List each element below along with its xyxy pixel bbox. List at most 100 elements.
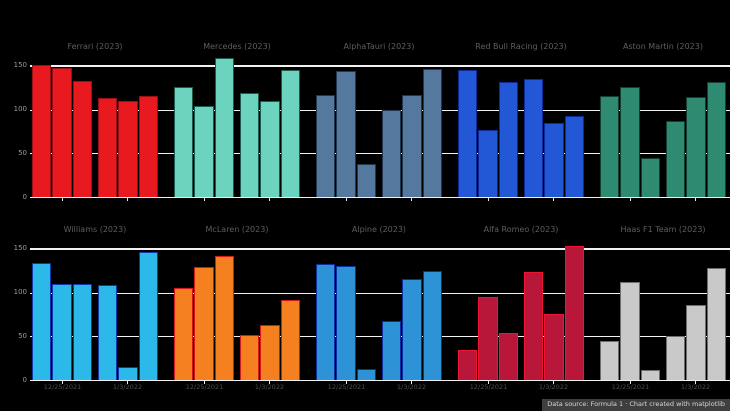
bar (524, 271, 544, 380)
bar-group-container (314, 240, 444, 380)
bar-group (174, 57, 234, 197)
subplot-row-top: 150 100 50 0 Ferrari (2023) Mercedes (2023) Al… (14, 42, 730, 201)
bar-group-container (598, 57, 728, 197)
gridline (30, 109, 730, 111)
gridline (30, 292, 730, 294)
subplot-mercedes-2023: Mercedes (2023) (172, 42, 302, 201)
subplot-title: Alpine (2023) (351, 225, 407, 234)
x-tick-label: 12/25/2021 (611, 383, 650, 391)
subplot-title: Williams (2023) (63, 225, 127, 234)
x-tick-label: 1/3/2022 (680, 383, 711, 391)
bar (240, 92, 260, 197)
bar (422, 69, 442, 197)
bar-group-container (456, 240, 586, 380)
subplot-title: Alfa Romeo (2023) (483, 225, 559, 234)
bar-group (524, 240, 584, 380)
x-tick-mark (204, 198, 205, 201)
bar (498, 332, 518, 380)
bar-group (666, 57, 726, 197)
y-tick-label: 150 (13, 244, 27, 253)
bar-group-container (30, 57, 160, 197)
bar (620, 282, 640, 380)
bar (72, 283, 92, 380)
x-tick-mark (346, 198, 347, 201)
bar (544, 122, 564, 197)
bar-group (382, 57, 442, 197)
bar-group-container (456, 57, 586, 197)
x-axis-baseline (30, 380, 730, 381)
bar-group-container (172, 57, 302, 197)
bar (214, 57, 234, 197)
x-tick-label: 1/3/2022 (254, 383, 285, 391)
y-tick-label: 100 (13, 105, 27, 113)
subplot-red-bull-racing-2023: Red Bull Racing (2023) (456, 42, 586, 201)
bar-group-container (314, 57, 444, 197)
bar (640, 157, 660, 197)
bar (458, 70, 478, 197)
bar (706, 268, 726, 380)
bar (402, 94, 422, 197)
x-tick-mark (695, 198, 696, 201)
x-tick-mark (204, 381, 205, 384)
x-tick-mark (695, 381, 696, 384)
bar (640, 369, 660, 380)
y-tick-label: 50 (18, 148, 27, 157)
bar (422, 270, 442, 380)
bar (316, 263, 336, 380)
bar (402, 278, 422, 380)
bar (194, 106, 214, 197)
subplot-williams-2023: Williams (2023) 12/25/2021 1/3/2022 (30, 225, 160, 391)
y-tick-label: 100 (13, 288, 27, 296)
bar-group (316, 240, 376, 380)
subplot-title: Haas F1 Team (2023) (620, 225, 706, 234)
subplot-title: Mercedes (2023) (203, 42, 271, 51)
x-tick-label: 1/3/2022 (112, 383, 143, 391)
bar (52, 283, 72, 380)
bar-group (174, 240, 234, 380)
x-tick-mark (630, 198, 631, 201)
bar (118, 100, 138, 197)
bar-group (666, 240, 726, 380)
bar-group (98, 57, 158, 197)
subplot-alpine-2023: Alpine (2023) 12/25/2021 1/3/2022 (314, 225, 444, 391)
bar (706, 82, 726, 197)
gridline (30, 153, 730, 155)
bar-group (600, 240, 660, 380)
subplot-title: Ferrari (2023) (67, 42, 123, 51)
x-tick-mark (488, 198, 489, 201)
bar-group (600, 57, 660, 197)
bar (478, 296, 498, 380)
subplot-alphatauri-2023: AlphaTauri (2023) (314, 42, 444, 201)
x-tick-label: 12/25/2021 (327, 383, 366, 391)
subplot-row-bottom: 150 100 50 0 Williams (2023) 12/25/2021 1/3/20… (14, 225, 730, 391)
x-tick-mark (411, 381, 412, 384)
bar (382, 320, 402, 380)
bar (138, 95, 158, 197)
bar (564, 115, 584, 197)
bar (52, 68, 72, 197)
subplot-title: AlphaTauri (2023) (343, 42, 415, 51)
bar-group (524, 57, 584, 197)
bar (118, 366, 138, 380)
bar (260, 100, 280, 197)
subplot-haas-f1-team-2023: Haas F1 Team (2023) 12/25/2021 1/3/2022 (598, 225, 728, 391)
bar-group (32, 240, 92, 380)
x-tick-label: 12/25/2021 (469, 383, 508, 391)
x-tick-mark (488, 381, 489, 384)
bar-group (458, 240, 518, 380)
subplot-mclaren-2023: McLaren (2023) 12/25/2021 1/3/2022 (172, 225, 302, 391)
bar (336, 266, 356, 380)
gridline (30, 247, 730, 250)
y-tick-label: 150 (13, 61, 27, 70)
bar-group (382, 240, 442, 380)
x-tick-mark (127, 381, 128, 384)
bar-group (316, 57, 376, 197)
subplot-aston-martin-2023: Aston Martin (2023) (598, 42, 728, 201)
x-tick-mark (553, 198, 554, 201)
x-tick-mark (62, 381, 63, 384)
bar (280, 70, 300, 197)
bar (600, 340, 620, 380)
x-tick-label: 1/3/2022 (396, 383, 427, 391)
bar (382, 110, 402, 197)
x-tick-mark (269, 198, 270, 201)
